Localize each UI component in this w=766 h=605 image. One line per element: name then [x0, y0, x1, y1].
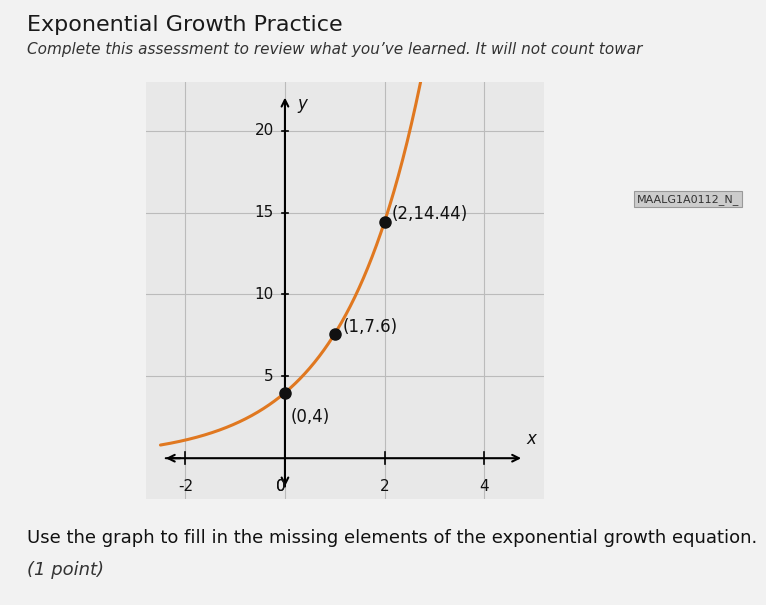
Text: 5: 5	[264, 369, 274, 384]
Text: (1 point): (1 point)	[27, 561, 104, 580]
Text: 0: 0	[277, 480, 286, 494]
Text: y: y	[297, 95, 307, 113]
Text: Use the graph to fill in the missing elements of the exponential growth equation: Use the graph to fill in the missing ele…	[27, 529, 757, 548]
Text: MAALG1A0112_N_: MAALG1A0112_N_	[637, 194, 739, 204]
Text: (0,4): (0,4)	[291, 408, 330, 427]
Text: 2: 2	[380, 480, 389, 494]
Text: (2,14.44): (2,14.44)	[392, 204, 468, 223]
Text: x: x	[526, 430, 536, 448]
Text: Complete this assessment to review what you’ve learned. It will not count towar: Complete this assessment to review what …	[27, 42, 642, 57]
Text: 10: 10	[255, 287, 274, 302]
Text: 20: 20	[255, 123, 274, 139]
Text: (1,7.6): (1,7.6)	[342, 318, 398, 336]
Text: 4: 4	[480, 480, 489, 494]
Text: -2: -2	[178, 480, 193, 494]
Text: 0: 0	[277, 480, 286, 494]
Text: Exponential Growth Practice: Exponential Growth Practice	[27, 15, 342, 35]
Text: 15: 15	[255, 205, 274, 220]
